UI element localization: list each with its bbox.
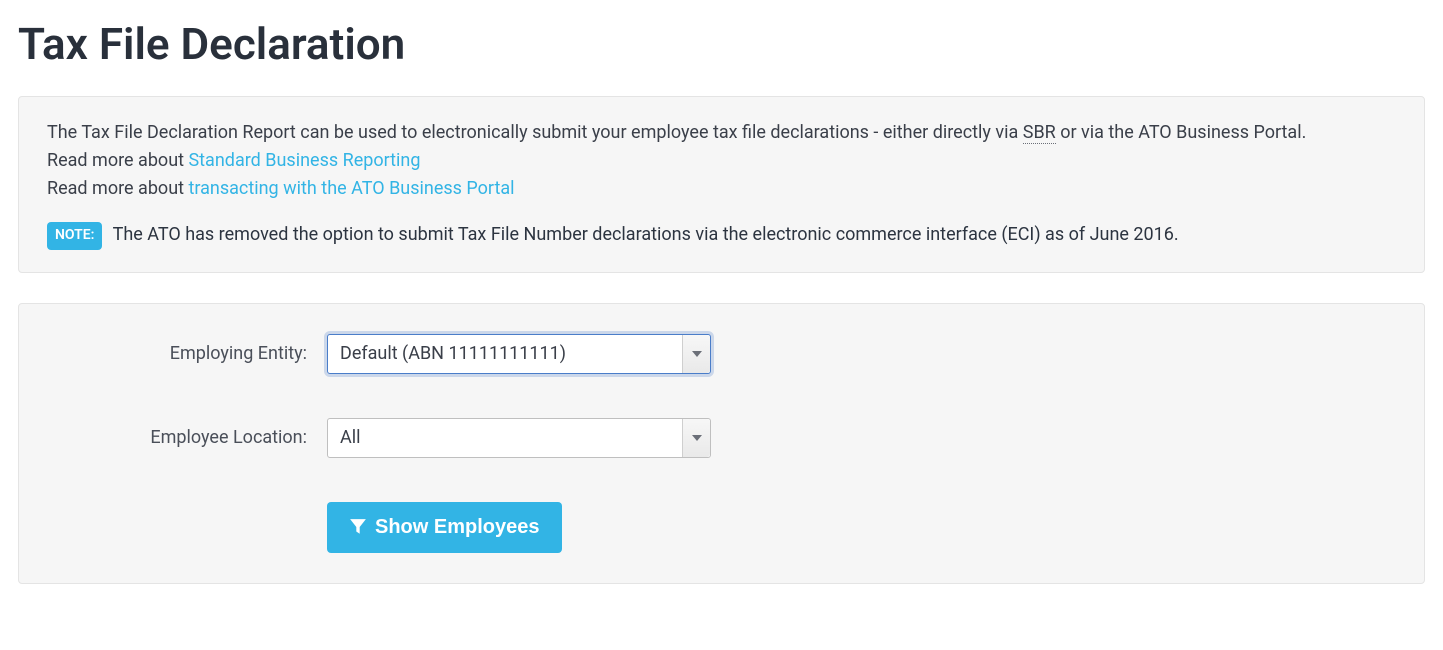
link-sbr[interactable]: Standard Business Reporting <box>188 150 420 171</box>
select-employee-location[interactable]: All <box>327 418 711 458</box>
select-employee-location-value: All <box>328 419 682 457</box>
row-submit: . Show Employees <box>47 502 1396 553</box>
select-employing-entity[interactable]: Default (ABN 11111111111) <box>327 334 711 374</box>
select-employing-entity-value: Default (ABN 11111111111) <box>328 335 682 373</box>
row-employing-entity: Employing Entity: Default (ABN 111111111… <box>47 334 1396 374</box>
filter-icon <box>349 518 367 536</box>
label-employee-location: Employee Location: <box>47 424 327 452</box>
read-more-1-prefix: Read more about <box>47 150 188 171</box>
sbr-abbr: SBR <box>1023 122 1056 144</box>
chevron-down-icon <box>682 335 710 373</box>
read-more-2-prefix: Read more about <box>47 178 188 199</box>
note-text: The ATO has removed the option to submit… <box>113 224 1179 245</box>
chevron-down-icon <box>682 419 710 457</box>
row-employee-location: Employee Location: All <box>47 418 1396 458</box>
note-row: NOTE: The ATO has removed the option to … <box>47 221 1396 250</box>
note-badge: NOTE: <box>47 222 102 250</box>
intro-text: The Tax File Declaration Report can be u… <box>47 119 1396 203</box>
intro-line1-post: or via the ATO Business Portal. <box>1056 122 1307 143</box>
intro-panel: The Tax File Declaration Report can be u… <box>18 96 1425 272</box>
link-ato-portal[interactable]: transacting with the ATO Business Portal <box>188 178 514 199</box>
intro-line1-pre: The Tax File Declaration Report can be u… <box>47 122 1023 143</box>
show-employees-label: Show Employees <box>375 516 540 539</box>
filter-panel: Employing Entity: Default (ABN 111111111… <box>18 303 1425 584</box>
show-employees-button[interactable]: Show Employees <box>327 502 562 553</box>
label-employing-entity: Employing Entity: <box>47 340 327 368</box>
page-title: Tax File Declaration <box>18 10 1425 78</box>
